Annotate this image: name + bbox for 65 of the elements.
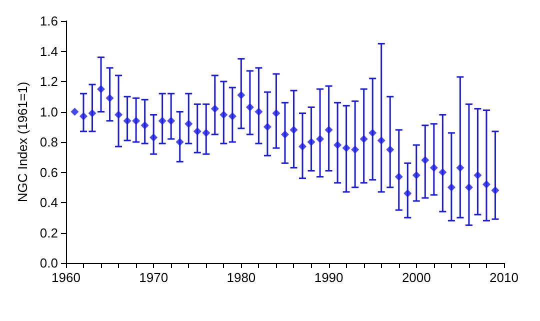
x-tick-label: 1970 <box>139 270 168 285</box>
point <box>298 142 307 151</box>
point <box>237 91 246 100</box>
point <box>263 122 272 131</box>
y-tick-label: 0.8 <box>40 134 58 150</box>
point <box>246 103 254 112</box>
point <box>404 189 412 198</box>
point <box>97 85 106 94</box>
point <box>324 126 333 134</box>
y-tick-label: 1.4 <box>40 44 58 59</box>
point <box>377 136 386 144</box>
point <box>386 146 394 154</box>
point <box>342 144 350 152</box>
point <box>254 108 263 116</box>
x-tick-label: 1980 <box>226 270 256 285</box>
x-tick-label: 2000 <box>402 270 431 285</box>
point <box>150 133 158 142</box>
point <box>307 138 316 146</box>
point <box>88 109 96 118</box>
point <box>123 116 132 125</box>
point <box>334 141 342 150</box>
point <box>280 130 289 138</box>
point <box>438 168 447 176</box>
point <box>272 109 280 118</box>
point <box>158 116 166 125</box>
x-tick-label: 1990 <box>314 270 344 285</box>
y-axis-title: NGC Index (1961=1) <box>15 82 30 202</box>
point <box>70 108 79 116</box>
point <box>491 186 500 194</box>
point <box>167 116 176 125</box>
y-tick-label: 1.0 <box>40 104 58 120</box>
point <box>456 164 464 172</box>
x-tick-label: 1960 <box>52 270 80 285</box>
point <box>106 94 114 102</box>
point <box>202 128 210 137</box>
y-tick-label: 0.4 <box>40 195 58 210</box>
point <box>482 180 490 188</box>
point <box>140 121 149 130</box>
y-tick-label: 0.2 <box>40 225 58 240</box>
point <box>210 104 219 113</box>
point <box>316 134 324 143</box>
y-tick-label: 1.2 <box>40 74 58 89</box>
point <box>474 171 482 180</box>
point <box>464 183 473 192</box>
y-tick-label: 0.0 <box>40 256 58 270</box>
point <box>351 146 360 154</box>
point <box>184 120 193 128</box>
point <box>220 110 228 119</box>
point <box>114 110 123 119</box>
point <box>447 183 456 192</box>
point <box>360 134 368 143</box>
y-tick-label: 1.6 <box>40 14 58 28</box>
point <box>79 112 88 120</box>
point <box>193 127 202 136</box>
x-tick-label: 2010 <box>490 270 518 285</box>
point <box>290 126 298 134</box>
point <box>421 156 430 164</box>
point <box>176 138 184 146</box>
point <box>394 172 403 181</box>
point <box>368 128 377 137</box>
point <box>412 171 420 180</box>
point <box>132 116 140 125</box>
y-tick-label: 0.6 <box>40 164 58 180</box>
point <box>430 164 438 172</box>
point <box>228 112 236 120</box>
